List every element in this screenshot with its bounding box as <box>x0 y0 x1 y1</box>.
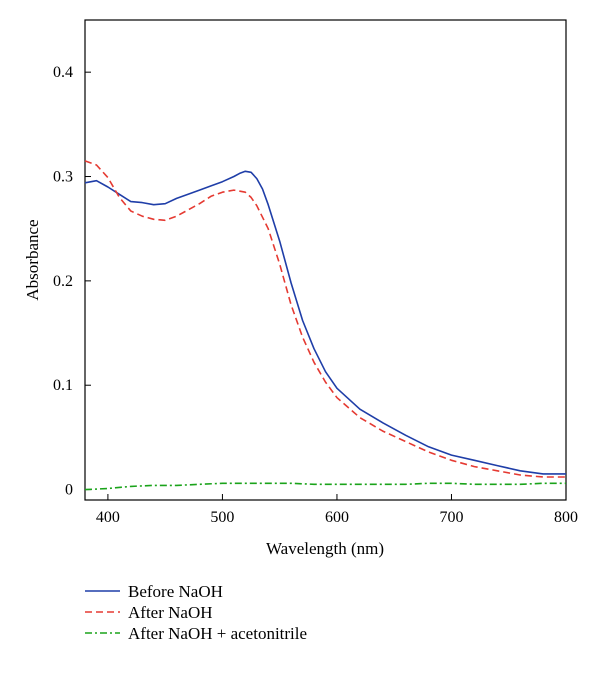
legend: Before NaOH After NaOH After NaOH + aceton… <box>85 582 307 643</box>
series-line-2 <box>84 482 566 491</box>
y-tick-label: 0.3 <box>53 169 73 186</box>
y-tick-label: 0 <box>65 482 73 499</box>
x-axis-title: Wavelength (nm) <box>266 539 384 558</box>
x-tick-label: 600 <box>325 509 349 526</box>
series-line-0 <box>84 170 566 475</box>
legend-label-1: After NaOH <box>128 603 213 622</box>
axis-ticks: 400 500 600 700 800 0 0.1 0.2 0.3 0.4 <box>53 64 578 526</box>
series-lines <box>84 160 566 491</box>
legend-label-0: Before NaOH <box>128 582 223 601</box>
x-tick-label: 400 <box>96 509 120 526</box>
y-axis-title: Absorbance <box>23 219 42 300</box>
x-tick-label: 700 <box>439 509 463 526</box>
y-tick-label: 0.4 <box>53 64 73 81</box>
series-line-1 <box>84 160 566 478</box>
legend-label-2: After NaOH + acetonitrile <box>128 624 307 643</box>
x-tick-label: 500 <box>210 509 234 526</box>
y-tick-label: 0.1 <box>53 377 73 394</box>
plot-frame <box>84 19 567 501</box>
y-tick-label: 0.2 <box>53 273 73 290</box>
x-tick-label: 800 <box>554 509 578 526</box>
